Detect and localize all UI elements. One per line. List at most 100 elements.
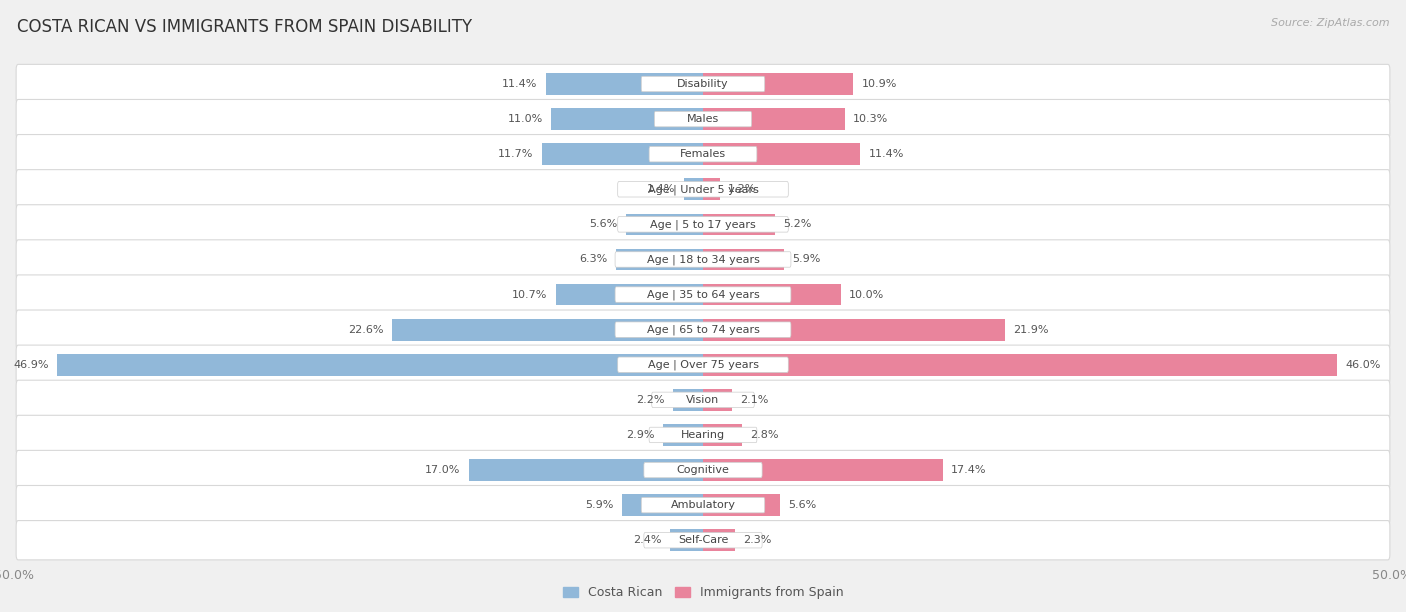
FancyBboxPatch shape (15, 135, 1391, 174)
Text: 5.2%: 5.2% (783, 219, 811, 230)
Bar (703, 143, 860, 165)
Text: COSTA RICAN VS IMMIGRANTS FROM SPAIN DISABILITY: COSTA RICAN VS IMMIGRANTS FROM SPAIN DIS… (17, 18, 472, 36)
Text: 46.0%: 46.0% (1346, 360, 1381, 370)
FancyBboxPatch shape (15, 275, 1391, 314)
Bar (672, 389, 703, 411)
Bar (56, 354, 703, 376)
Text: 2.4%: 2.4% (633, 536, 662, 545)
FancyBboxPatch shape (654, 111, 752, 127)
Text: 5.6%: 5.6% (789, 500, 817, 510)
Text: 10.3%: 10.3% (853, 114, 889, 124)
Text: 22.6%: 22.6% (347, 325, 384, 335)
Bar (621, 494, 703, 516)
Bar (703, 354, 1337, 376)
Text: 2.3%: 2.3% (742, 536, 772, 545)
FancyBboxPatch shape (641, 498, 765, 513)
FancyBboxPatch shape (614, 287, 792, 302)
FancyBboxPatch shape (650, 146, 756, 162)
Bar (468, 459, 703, 481)
Bar (703, 73, 853, 95)
Legend: Costa Rican, Immigrants from Spain: Costa Rican, Immigrants from Spain (558, 581, 848, 605)
Bar (683, 179, 703, 200)
Bar (546, 73, 703, 95)
Text: 2.9%: 2.9% (626, 430, 655, 440)
Bar (703, 108, 845, 130)
Text: Age | 5 to 17 years: Age | 5 to 17 years (650, 219, 756, 230)
Text: Cognitive: Cognitive (676, 465, 730, 475)
FancyBboxPatch shape (644, 462, 762, 478)
Text: 11.7%: 11.7% (498, 149, 533, 159)
FancyBboxPatch shape (15, 450, 1391, 490)
Text: 17.4%: 17.4% (950, 465, 987, 475)
Bar (703, 284, 841, 305)
Bar (703, 214, 775, 235)
FancyBboxPatch shape (617, 357, 789, 373)
FancyBboxPatch shape (15, 345, 1391, 384)
Bar (703, 179, 720, 200)
Text: Males: Males (688, 114, 718, 124)
Bar (616, 248, 703, 271)
Text: 2.8%: 2.8% (749, 430, 779, 440)
Text: 10.7%: 10.7% (512, 289, 547, 299)
Text: 21.9%: 21.9% (1012, 325, 1049, 335)
FancyBboxPatch shape (15, 64, 1391, 103)
Bar (703, 389, 733, 411)
FancyBboxPatch shape (652, 392, 754, 408)
Text: 1.4%: 1.4% (647, 184, 675, 194)
Text: Vision: Vision (686, 395, 720, 405)
Text: 5.9%: 5.9% (793, 255, 821, 264)
Text: 1.2%: 1.2% (728, 184, 756, 194)
Text: 11.4%: 11.4% (869, 149, 904, 159)
Text: Source: ZipAtlas.com: Source: ZipAtlas.com (1271, 18, 1389, 28)
FancyBboxPatch shape (15, 240, 1391, 279)
Text: 2.2%: 2.2% (636, 395, 665, 405)
Text: Females: Females (681, 149, 725, 159)
FancyBboxPatch shape (15, 100, 1391, 139)
Text: 10.9%: 10.9% (862, 79, 897, 89)
Text: Age | 35 to 64 years: Age | 35 to 64 years (647, 289, 759, 300)
FancyBboxPatch shape (15, 521, 1391, 560)
FancyBboxPatch shape (617, 217, 789, 232)
Text: 2.1%: 2.1% (740, 395, 769, 405)
Text: 11.0%: 11.0% (508, 114, 543, 124)
Text: Age | 18 to 34 years: Age | 18 to 34 years (647, 254, 759, 265)
Bar (555, 284, 703, 305)
Text: 5.9%: 5.9% (585, 500, 613, 510)
Text: Age | Over 75 years: Age | Over 75 years (648, 359, 758, 370)
Bar (551, 108, 703, 130)
Bar (703, 529, 735, 551)
Bar (626, 214, 703, 235)
Bar (703, 494, 780, 516)
FancyBboxPatch shape (15, 416, 1391, 455)
FancyBboxPatch shape (650, 427, 756, 442)
Bar (703, 424, 741, 446)
FancyBboxPatch shape (15, 310, 1391, 349)
FancyBboxPatch shape (617, 182, 789, 197)
Bar (541, 143, 703, 165)
Bar (664, 424, 703, 446)
Bar (703, 319, 1005, 340)
FancyBboxPatch shape (644, 532, 762, 548)
Bar (392, 319, 703, 340)
FancyBboxPatch shape (15, 205, 1391, 244)
Text: 17.0%: 17.0% (425, 465, 461, 475)
Bar (669, 529, 703, 551)
FancyBboxPatch shape (15, 380, 1391, 419)
FancyBboxPatch shape (15, 170, 1391, 209)
Text: 10.0%: 10.0% (849, 289, 884, 299)
Text: Ambulatory: Ambulatory (671, 500, 735, 510)
Text: 46.9%: 46.9% (13, 360, 48, 370)
FancyBboxPatch shape (614, 322, 792, 337)
Text: Disability: Disability (678, 79, 728, 89)
Text: 6.3%: 6.3% (579, 255, 607, 264)
Text: Age | 65 to 74 years: Age | 65 to 74 years (647, 324, 759, 335)
FancyBboxPatch shape (641, 76, 765, 92)
Text: Age | Under 5 years: Age | Under 5 years (648, 184, 758, 195)
Text: 5.6%: 5.6% (589, 219, 617, 230)
FancyBboxPatch shape (614, 252, 792, 267)
Bar (703, 459, 943, 481)
Text: Self-Care: Self-Care (678, 536, 728, 545)
FancyBboxPatch shape (15, 485, 1391, 524)
Text: 11.4%: 11.4% (502, 79, 537, 89)
Text: Hearing: Hearing (681, 430, 725, 440)
